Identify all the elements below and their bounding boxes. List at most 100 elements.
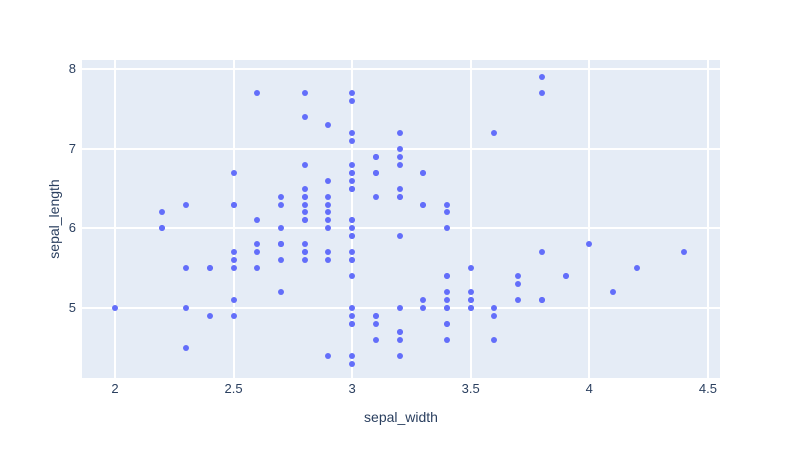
data-point[interactable] bbox=[349, 257, 356, 264]
data-point[interactable] bbox=[538, 89, 545, 96]
data-point[interactable] bbox=[325, 193, 332, 200]
data-point[interactable] bbox=[278, 193, 284, 200]
data-point[interactable] bbox=[254, 265, 261, 272]
data-point[interactable] bbox=[183, 344, 190, 351]
data-point[interactable] bbox=[230, 297, 237, 304]
data-point[interactable] bbox=[301, 249, 308, 256]
data-point[interactable] bbox=[633, 265, 640, 272]
data-point[interactable] bbox=[444, 273, 450, 280]
data-point[interactable] bbox=[230, 257, 237, 264]
data-point[interactable] bbox=[301, 209, 308, 216]
data-point[interactable] bbox=[159, 225, 166, 232]
data-point[interactable] bbox=[467, 297, 474, 304]
data-point[interactable] bbox=[444, 321, 450, 327]
data-point[interactable] bbox=[586, 241, 593, 248]
data-point[interactable] bbox=[349, 352, 356, 359]
data-point[interactable] bbox=[349, 225, 356, 232]
data-point[interactable] bbox=[301, 241, 308, 248]
data-point[interactable] bbox=[444, 297, 450, 304]
data-point[interactable] bbox=[349, 249, 356, 256]
data-point[interactable] bbox=[372, 193, 379, 200]
data-point[interactable] bbox=[444, 225, 450, 232]
data-point[interactable] bbox=[396, 328, 403, 335]
data-point[interactable] bbox=[515, 273, 522, 280]
data-point[interactable] bbox=[538, 297, 545, 304]
data-point[interactable] bbox=[444, 289, 450, 296]
data-point[interactable] bbox=[301, 217, 308, 224]
data-point[interactable] bbox=[230, 169, 237, 176]
data-point[interactable] bbox=[349, 313, 356, 319]
data-point[interactable] bbox=[444, 201, 450, 208]
data-point[interactable] bbox=[278, 225, 284, 232]
data-point[interactable] bbox=[301, 257, 308, 264]
data-point[interactable] bbox=[538, 249, 545, 256]
data-point[interactable] bbox=[349, 177, 356, 184]
data-point[interactable] bbox=[254, 249, 261, 256]
data-point[interactable] bbox=[396, 161, 403, 168]
data-point[interactable] bbox=[349, 137, 356, 144]
data-point[interactable] bbox=[325, 217, 332, 224]
data-point[interactable] bbox=[159, 209, 166, 216]
data-point[interactable] bbox=[467, 289, 474, 296]
data-point[interactable] bbox=[372, 313, 379, 319]
data-point[interactable] bbox=[278, 257, 284, 264]
data-point[interactable] bbox=[396, 153, 403, 160]
data-point[interactable] bbox=[230, 201, 237, 208]
data-point[interactable] bbox=[349, 97, 356, 104]
data-point[interactable] bbox=[491, 305, 498, 311]
data-point[interactable] bbox=[349, 305, 356, 311]
data-point[interactable] bbox=[396, 336, 403, 343]
data-point[interactable] bbox=[562, 273, 569, 280]
data-point[interactable] bbox=[349, 321, 356, 327]
data-point[interactable] bbox=[420, 201, 427, 208]
data-point[interactable] bbox=[254, 217, 261, 224]
data-point[interactable] bbox=[183, 305, 190, 311]
data-point[interactable] bbox=[396, 233, 403, 240]
data-point[interactable] bbox=[349, 360, 356, 367]
data-point[interactable] bbox=[183, 201, 190, 208]
data-point[interactable] bbox=[325, 225, 332, 232]
data-point[interactable] bbox=[396, 352, 403, 359]
data-point[interactable] bbox=[230, 265, 237, 272]
data-point[interactable] bbox=[420, 305, 427, 311]
data-point[interactable] bbox=[444, 209, 450, 216]
data-point[interactable] bbox=[325, 249, 332, 256]
data-point[interactable] bbox=[325, 352, 332, 359]
data-point[interactable] bbox=[325, 177, 332, 184]
data-point[interactable] bbox=[112, 305, 118, 311]
data-point[interactable] bbox=[325, 209, 332, 216]
data-point[interactable] bbox=[230, 313, 237, 319]
data-point[interactable] bbox=[349, 129, 356, 136]
data-point[interactable] bbox=[444, 305, 450, 311]
data-point[interactable] bbox=[467, 265, 474, 272]
data-point[interactable] bbox=[301, 193, 308, 200]
data-point[interactable] bbox=[301, 201, 308, 208]
data-point[interactable] bbox=[183, 265, 190, 272]
data-point[interactable] bbox=[372, 169, 379, 176]
data-point[interactable] bbox=[301, 161, 308, 168]
data-point[interactable] bbox=[349, 217, 356, 224]
data-point[interactable] bbox=[301, 89, 308, 96]
data-point[interactable] bbox=[515, 281, 522, 288]
data-point[interactable] bbox=[230, 249, 237, 256]
data-point[interactable] bbox=[610, 289, 616, 296]
data-point[interactable] bbox=[349, 89, 356, 96]
data-point[interactable] bbox=[396, 185, 403, 192]
data-point[interactable] bbox=[396, 193, 403, 200]
data-point[interactable] bbox=[206, 313, 213, 319]
data-point[interactable] bbox=[396, 145, 403, 152]
data-point[interactable] bbox=[396, 305, 403, 311]
data-point[interactable] bbox=[349, 169, 356, 176]
data-point[interactable] bbox=[301, 113, 308, 120]
data-point[interactable] bbox=[491, 313, 498, 319]
data-point[interactable] bbox=[349, 273, 356, 280]
data-point[interactable] bbox=[325, 201, 332, 208]
data-point[interactable] bbox=[325, 257, 332, 264]
data-point[interactable] bbox=[301, 185, 308, 192]
data-point[interactable] bbox=[278, 289, 284, 296]
data-point[interactable] bbox=[349, 233, 356, 240]
data-point[interactable] bbox=[491, 129, 498, 136]
data-point[interactable] bbox=[349, 185, 356, 192]
data-point[interactable] bbox=[278, 201, 284, 208]
data-point[interactable] bbox=[396, 129, 403, 136]
